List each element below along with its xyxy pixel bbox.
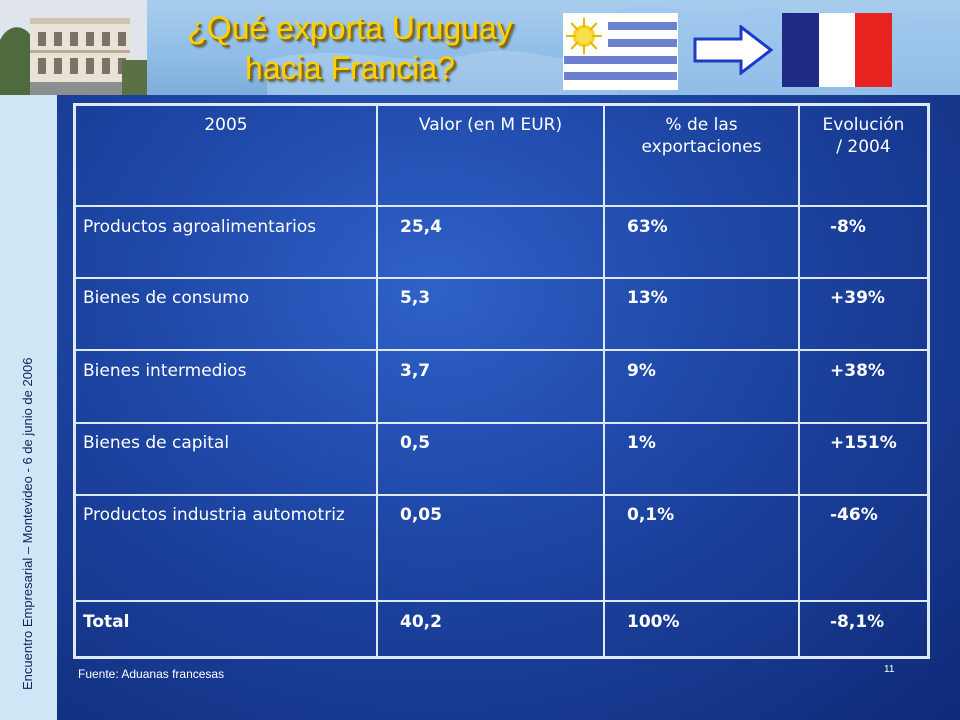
row-value: 3,7 [377, 350, 604, 423]
header-evolution: Evolución / 2004 [799, 105, 928, 206]
building-photo [0, 0, 147, 95]
row-evolution: +38% [799, 350, 928, 423]
row-label: Bienes de capital [75, 423, 377, 495]
row-evolution: -8% [799, 206, 928, 278]
row-value: 0,05 [377, 495, 604, 601]
row-value: 0,5 [377, 423, 604, 495]
slide-title: ¿Qué exporta Uruguay hacia Francia? [140, 8, 560, 88]
side-caption: Encuentro Empresarial – Montevideo - 6 d… [20, 357, 35, 690]
left-sidebar [0, 0, 57, 720]
title-line-2: hacia Francia? [245, 50, 455, 86]
source-note: Fuente: Aduanas francesas [78, 667, 225, 681]
france-flag [782, 13, 892, 87]
row-share: 9% [604, 350, 799, 423]
title-line-1: ¿Qué exporta Uruguay [187, 10, 513, 46]
row-value: 5,3 [377, 278, 604, 350]
total-evolution: -8,1% [799, 601, 928, 657]
row-share: 1% [604, 423, 799, 495]
total-value: 40,2 [377, 601, 604, 657]
row-value: 25,4 [377, 206, 604, 278]
row-evolution: +39% [799, 278, 928, 350]
uruguay-sun-icon [566, 18, 602, 54]
header-value: Valor (en M EUR) [377, 105, 604, 206]
row-label: Bienes intermedios [75, 350, 377, 423]
total-label: Total [75, 601, 377, 657]
total-share: 100% [604, 601, 799, 657]
row-label: Bienes de consumo [75, 278, 377, 350]
row-share: 13% [604, 278, 799, 350]
page-number: 11 [884, 664, 895, 675]
row-share: 0,1% [604, 495, 799, 601]
exports-table: 2005 Valor (en M EUR) % de las exportaci… [73, 103, 930, 659]
row-evolution: +151% [799, 423, 928, 495]
arrow-right-icon [693, 23, 774, 77]
row-label: Productos agroalimentarios [75, 206, 377, 278]
header-year: 2005 [75, 105, 377, 206]
row-share: 63% [604, 206, 799, 278]
uruguay-flag [563, 13, 678, 90]
row-label: Productos industria automotriz [75, 495, 377, 601]
header-share: % de las exportaciones [604, 105, 799, 206]
row-evolution: -46% [799, 495, 928, 601]
